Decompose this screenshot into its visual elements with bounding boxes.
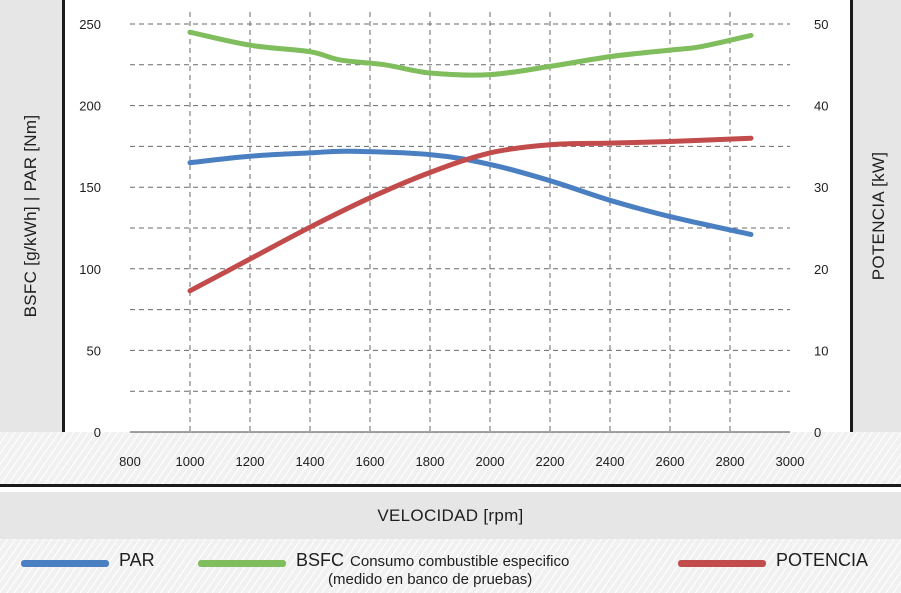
left-axis-divider [62, 0, 65, 432]
legend-swatch-bsfc [198, 560, 286, 567]
legend-label-bsfc: BSFC [296, 550, 345, 570]
right-axis-divider [850, 0, 853, 432]
y-left-tick-label: 50 [87, 343, 101, 358]
legend-desc-bsfc: Consumo combustible especifico [350, 553, 570, 570]
x-tick-label: 3000 [776, 454, 805, 469]
y-left-tick-label: 250 [79, 17, 101, 32]
y-left-tick-label: 150 [79, 180, 101, 195]
y-left-tick-label: 0 [94, 425, 101, 440]
x-tick-label: 1800 [416, 454, 445, 469]
series-line-par [187, 148, 754, 237]
legend-item-potencia: POTENCIA [678, 550, 868, 570]
y-left-tick-label: 100 [79, 262, 101, 277]
series-line-potencia [187, 135, 754, 294]
x-tick-label: 1600 [356, 454, 385, 469]
x-tick-label: 1400 [296, 454, 325, 469]
x-title-band [0, 492, 901, 539]
x-tick-rule [0, 484, 901, 487]
x-tick-label: 2600 [656, 454, 685, 469]
legend-label-par: PAR [119, 550, 155, 570]
x-tick-label: 2400 [596, 454, 625, 469]
legend-label-potencia: POTENCIA [776, 550, 869, 570]
left-axis-band [0, 0, 62, 432]
x-axis-label: VELOCIDAD [rpm] [377, 505, 524, 525]
legend-item-bsfc: BSFC Consumo combustible especifico [198, 550, 569, 572]
series-line-bsfc [187, 29, 754, 78]
y-right-tick-label: 10 [814, 343, 828, 358]
x-tick-label: 2800 [716, 454, 745, 469]
legend-swatch-par [21, 560, 109, 567]
x-tick-label: 2200 [536, 454, 565, 469]
y-right-tick-label: 30 [814, 180, 828, 195]
y-right-tick-label: 40 [814, 99, 828, 114]
y-right-tick-label: 0 [814, 425, 821, 440]
x-tick-band [0, 432, 901, 484]
y-right-tick-label: 20 [814, 262, 828, 277]
legend-note-bsfc: (medido en banco de pruebas) [328, 571, 533, 588]
y-left-tick-label: 200 [79, 99, 101, 114]
right-axis-band [853, 0, 901, 432]
x-tick-label: 1000 [176, 454, 205, 469]
x-tick-label: 800 [119, 454, 141, 469]
legend-item-par: PAR [21, 550, 155, 570]
legend-swatch-potencia [678, 560, 766, 567]
x-tick-label: 2000 [476, 454, 505, 469]
x-tick-label: 1200 [236, 454, 265, 469]
y-right-tick-label: 50 [814, 17, 828, 32]
